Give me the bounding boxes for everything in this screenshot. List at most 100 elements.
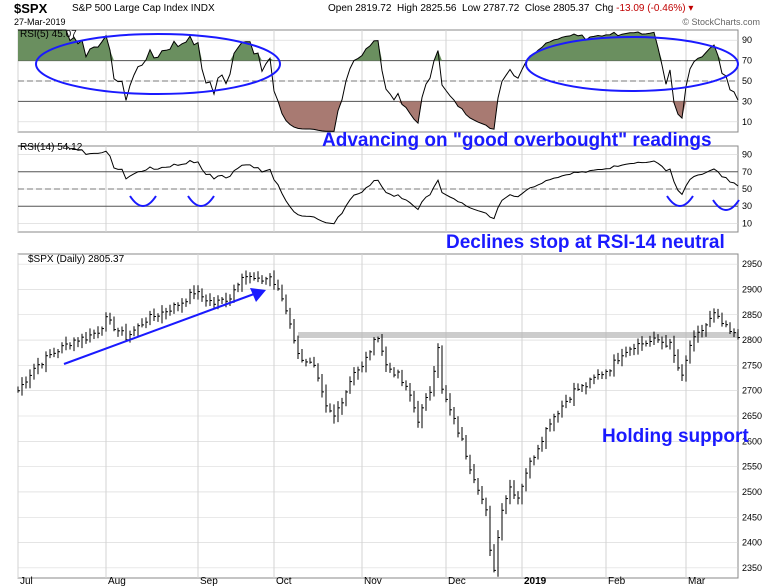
- support-band: [298, 332, 738, 338]
- overbought-fill: [638, 31, 642, 61]
- open-value: 2819.72: [355, 3, 392, 14]
- oversold-fill: [314, 101, 318, 131]
- price-tick-label: 2750: [742, 360, 762, 370]
- low-value: 2787.72: [483, 3, 520, 14]
- oversold-fill: [290, 101, 294, 128]
- rsi-tick-label: 10: [742, 117, 752, 127]
- overbought-fill: [626, 32, 630, 61]
- rsi5-title: RSI(5) 45.07: [20, 29, 77, 40]
- oversold-fill: [462, 101, 466, 115]
- oversold-fill: [294, 101, 298, 129]
- overbought-fill: [566, 35, 570, 61]
- overbought-fill: [642, 33, 646, 61]
- oversold-fill: [322, 101, 326, 132]
- overbought-fill: [166, 49, 170, 61]
- overbought-fill: [162, 50, 166, 61]
- overbought-fill: [242, 41, 246, 61]
- oversold-fill: [678, 101, 682, 119]
- oversold-fill: [454, 101, 458, 107]
- overbought-fill: [570, 34, 574, 61]
- price-tick-label: 2550: [742, 462, 762, 472]
- price-tick-label: 2500: [742, 487, 762, 497]
- overbought-fill: [182, 42, 186, 61]
- overbought-fill: [554, 39, 558, 61]
- chg-value: -13.09 (-0.46%): [616, 3, 686, 14]
- overbought-fill: [706, 48, 710, 61]
- overbought-fill: [582, 34, 586, 61]
- rsi-tick-label: 30: [742, 96, 752, 106]
- oversold-fill: [286, 101, 290, 125]
- ohlc-summary: Open 2819.72 High 2825.56 Low 2787.72 Cl…: [328, 3, 693, 14]
- overbought-fill: [594, 35, 598, 61]
- overbought-fill: [646, 33, 650, 61]
- overbought-fill: [46, 30, 50, 61]
- price-tick-label: 2900: [742, 284, 762, 294]
- overbought-fill: [702, 52, 706, 61]
- overbought-fill: [194, 42, 198, 61]
- price-tick-label: 2400: [742, 538, 762, 548]
- overbought-fill: [26, 30, 30, 61]
- price-panel: [17, 270, 740, 577]
- overbought-fill: [558, 37, 562, 61]
- overbought-fill: [254, 53, 258, 61]
- overbought-fill: [190, 36, 194, 61]
- overbought-fill: [174, 41, 178, 61]
- panel-backgrounds: [17, 29, 739, 579]
- overbought-fill: [90, 47, 94, 61]
- overbought-fill: [30, 30, 34, 61]
- rsi14-annotation: Declines stop at RSI-14 neutral: [446, 232, 725, 253]
- overbought-fill: [170, 41, 174, 61]
- overbought-fill: [574, 34, 578, 61]
- overbought-fill: [74, 37, 78, 61]
- oversold-fill: [414, 101, 418, 124]
- overbought-fill: [586, 37, 590, 61]
- price-tick-label: 2600: [742, 436, 762, 446]
- oversold-fill: [670, 101, 674, 103]
- price-tick-label: 2450: [742, 512, 762, 522]
- open-label: Open: [328, 3, 353, 14]
- high-value: 2825.56: [420, 3, 457, 14]
- trend-arrow-head: [250, 288, 266, 302]
- overbought-fill: [66, 30, 70, 61]
- price-tick-label: 2950: [742, 259, 762, 269]
- oversold-fill: [466, 101, 470, 118]
- overbought-fill: [362, 48, 366, 61]
- oversold-fill: [470, 101, 474, 121]
- price-tick-label: 2800: [742, 335, 762, 345]
- rsi-tick-label: 90: [742, 150, 752, 160]
- overbought-fill: [606, 34, 610, 61]
- overbought-fill: [614, 32, 618, 61]
- price-annotation: Holding support: [602, 426, 749, 447]
- rsi-tick-label: 90: [742, 35, 752, 45]
- overbought-fill: [250, 41, 254, 61]
- x-tick-label: Nov: [364, 576, 382, 586]
- overbought-fill: [34, 30, 38, 61]
- overbought-ellipse-right: [525, 36, 739, 92]
- overbought-fill: [578, 34, 582, 61]
- overbought-fill: [630, 32, 634, 61]
- price-tick-label: 2650: [742, 411, 762, 421]
- annotation-shapes: [35, 33, 740, 365]
- high-label: High: [396, 3, 418, 14]
- down-triangle-icon: ▾: [688, 3, 694, 14]
- x-tick-label: Mar: [688, 576, 706, 586]
- price-tick-label: 2350: [742, 563, 762, 573]
- low-label: Low: [462, 3, 481, 14]
- overbought-fill: [366, 45, 370, 61]
- overbought-fill: [186, 36, 190, 61]
- rsi-tick-label: 10: [742, 218, 752, 228]
- oversold-fill: [402, 101, 406, 108]
- oversold-fill: [306, 101, 310, 130]
- rsi-tick-label: 50: [742, 184, 752, 194]
- overbought-fill: [246, 41, 250, 61]
- overbought-fill: [234, 47, 238, 61]
- trend-arrow-line: [63, 293, 255, 365]
- x-tick-label: 2019: [524, 576, 547, 586]
- overbought-fill: [102, 35, 106, 61]
- overbought-fill: [618, 34, 622, 61]
- overbought-fill: [710, 44, 714, 61]
- overbought-fill: [18, 30, 22, 61]
- price-tick-label: 2850: [742, 310, 762, 320]
- overbought-ellipse-left: [35, 33, 281, 95]
- symbol: $SPX: [14, 1, 48, 16]
